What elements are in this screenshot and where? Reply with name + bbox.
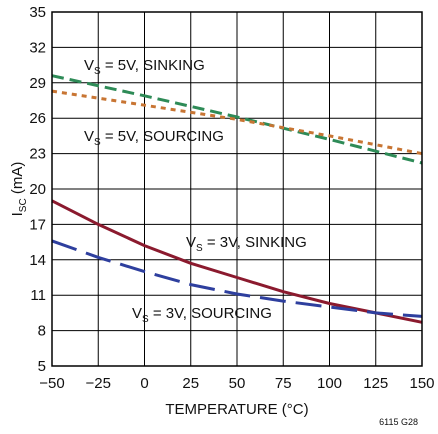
series-line-2: [51, 199, 423, 324]
y-tick-labels: 5 8 11 14 17 20 23 26 29 32 35: [29, 4, 46, 375]
y-tick-label: 29: [29, 75, 46, 92]
x-tick-labels: −50 −25 0 25 50 75 100 125 150: [39, 375, 434, 392]
y-axis-title-unit: (mA): [9, 162, 26, 199]
y-tick-label: 5: [38, 358, 46, 375]
x-tick-label: −25: [86, 375, 111, 392]
y-tick-label: 14: [29, 252, 46, 269]
y-tick-label: 20: [29, 181, 46, 198]
series-label-5v-sourcing: VS = 5V, SOURCING: [84, 128, 224, 148]
series-label-3v-sinking: VS = 3V, SINKING: [186, 234, 307, 254]
figure-id: 6115 G28: [379, 417, 418, 427]
y-axis-title: ISC (mA): [9, 162, 29, 217]
y-tick-label: 26: [29, 110, 46, 127]
x-tick-label: 100: [317, 375, 342, 392]
y-tick-label: 23: [29, 146, 46, 163]
y-tick-label: 35: [29, 4, 46, 21]
series-line-0: [51, 74, 423, 165]
x-tick-label: 0: [140, 375, 148, 392]
x-axis-title: TEMPERATURE (°C): [165, 401, 308, 418]
y-axis-title-sub: SC: [18, 198, 29, 212]
x-tick-label: −50: [39, 375, 64, 392]
series-line-3: [51, 239, 423, 318]
x-tick-label: 75: [275, 375, 292, 392]
y-tick-label: 32: [29, 39, 46, 56]
plot-frame: [51, 11, 423, 367]
x-tick-label: 150: [409, 375, 434, 392]
x-tick-label: 125: [363, 375, 388, 392]
x-tick-label: 25: [182, 375, 199, 392]
series-label-5v-sinking: VS = 5V, SINKING: [84, 57, 205, 77]
series-layer: [51, 74, 423, 324]
y-tick-label: 8: [38, 323, 46, 340]
x-tick-label: 50: [229, 375, 246, 392]
y-axis-title-main: I: [9, 212, 26, 216]
y-tick-label: 17: [29, 216, 46, 233]
series-label-3v-sourcing: VS = 3V, SOURCING: [132, 305, 272, 325]
y-tick-label: 11: [30, 287, 46, 304]
series-line-1: [51, 89, 423, 156]
